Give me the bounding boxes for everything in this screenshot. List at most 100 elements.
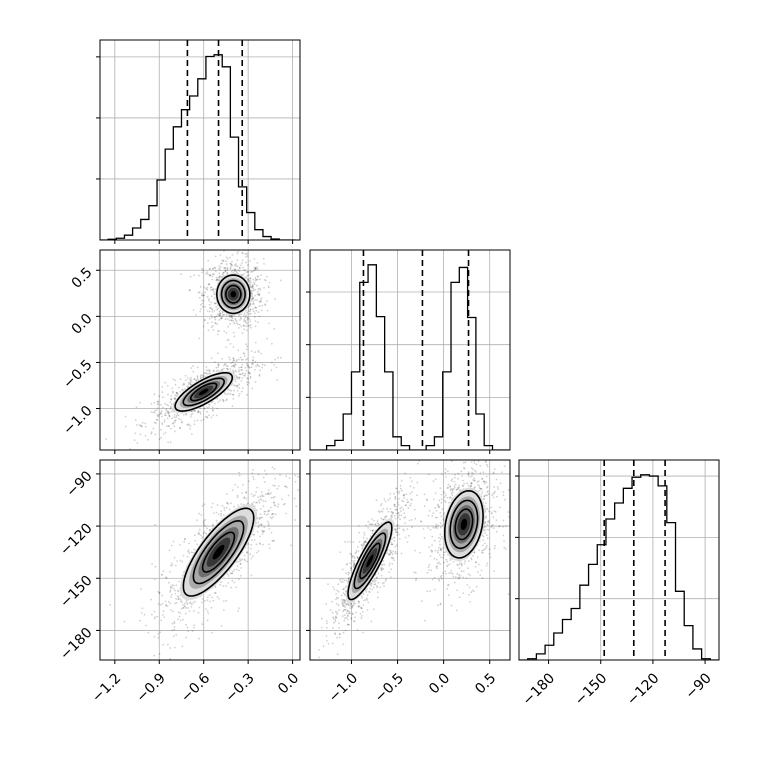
sample-point	[401, 499, 403, 502]
sample-point	[258, 542, 261, 544]
y-tick-label: 0.5	[69, 265, 96, 292]
sample-point	[382, 563, 384, 566]
sample-point	[220, 581, 222, 584]
sample-point	[254, 381, 257, 383]
sample-point	[418, 454, 420, 456]
sample-point	[171, 387, 174, 390]
sample-point	[154, 616, 157, 618]
sample-point	[160, 428, 163, 431]
sample-point	[470, 484, 472, 487]
sample-point	[200, 374, 202, 377]
sample-point	[487, 493, 490, 496]
sample-point	[248, 279, 251, 282]
sample-point	[237, 349, 240, 352]
sample-point	[383, 563, 386, 566]
sample-point	[232, 357, 235, 360]
sample-point	[346, 614, 349, 616]
sample-point	[383, 516, 386, 518]
sample-point	[203, 319, 206, 322]
sample-point	[221, 259, 224, 262]
sample-point	[338, 633, 341, 635]
sample-point	[439, 543, 441, 546]
sample-point	[354, 602, 357, 605]
sample-point	[270, 369, 273, 372]
sample-point	[440, 547, 442, 550]
sample-point	[374, 523, 377, 525]
sample-point	[224, 269, 227, 272]
sample-point	[387, 499, 390, 501]
sample-point	[486, 491, 489, 493]
sample-point	[206, 527, 209, 530]
sample-point	[268, 528, 271, 530]
sample-point	[451, 497, 453, 500]
sample-point	[197, 379, 200, 382]
sample-point	[157, 603, 160, 605]
sample-point	[502, 494, 505, 497]
sample-point	[480, 488, 483, 490]
sample-point	[252, 303, 254, 305]
sample-point	[260, 523, 262, 526]
sample-point	[157, 403, 159, 406]
sample-point	[205, 608, 208, 610]
sample-point	[212, 369, 215, 372]
sample-point	[238, 569, 241, 572]
sample-point	[179, 426, 182, 429]
sample-point	[238, 266, 241, 269]
sample-point	[190, 379, 193, 381]
sample-point	[163, 420, 166, 423]
sample-point	[215, 366, 218, 369]
sample-point	[170, 403, 173, 406]
sample-point	[439, 563, 441, 565]
sample-point	[246, 393, 249, 396]
sample-point	[214, 586, 217, 589]
sample-point	[174, 394, 177, 397]
sample-point	[336, 613, 338, 616]
sample-point	[185, 612, 187, 615]
sample-point	[145, 624, 147, 627]
sample-point	[463, 467, 465, 469]
sample-point	[358, 531, 361, 534]
sample-point	[254, 268, 257, 271]
sample-point	[484, 482, 486, 485]
sample-point	[345, 563, 348, 566]
sample-point	[442, 490, 445, 493]
sample-point	[392, 512, 394, 515]
sample-point	[164, 600, 167, 603]
sample-point	[345, 572, 347, 575]
sample-point	[431, 535, 434, 538]
sample-point	[351, 613, 354, 615]
sample-point	[219, 399, 222, 402]
sample-point	[393, 503, 396, 506]
sample-point	[362, 543, 365, 546]
sample-point	[211, 321, 214, 323]
sample-point	[344, 609, 346, 611]
sample-point	[234, 268, 237, 271]
sample-point	[165, 414, 167, 417]
sample-point	[351, 606, 354, 608]
sample-point	[165, 577, 168, 580]
sample-point	[492, 527, 495, 530]
sample-point	[453, 485, 456, 487]
sample-point	[246, 322, 248, 325]
sample-point	[485, 507, 488, 510]
sample-point	[470, 557, 473, 560]
sample-point	[139, 424, 142, 427]
sample-point	[248, 304, 251, 307]
sample-point	[481, 544, 484, 547]
sample-point	[218, 314, 221, 317]
sample-point	[270, 492, 272, 494]
sample-point	[249, 310, 252, 313]
sample-point	[167, 581, 170, 584]
sample-point	[238, 387, 241, 389]
sample-point	[398, 497, 400, 500]
sample-point	[359, 606, 362, 609]
sample-point	[219, 309, 222, 312]
sample-point	[352, 555, 354, 557]
sample-point	[507, 593, 510, 595]
sample-point	[321, 617, 323, 620]
sample-point	[477, 460, 480, 462]
sample-point	[221, 398, 224, 401]
sample-point	[396, 524, 398, 527]
sample-point	[538, 518, 540, 520]
sample-point	[229, 572, 232, 575]
